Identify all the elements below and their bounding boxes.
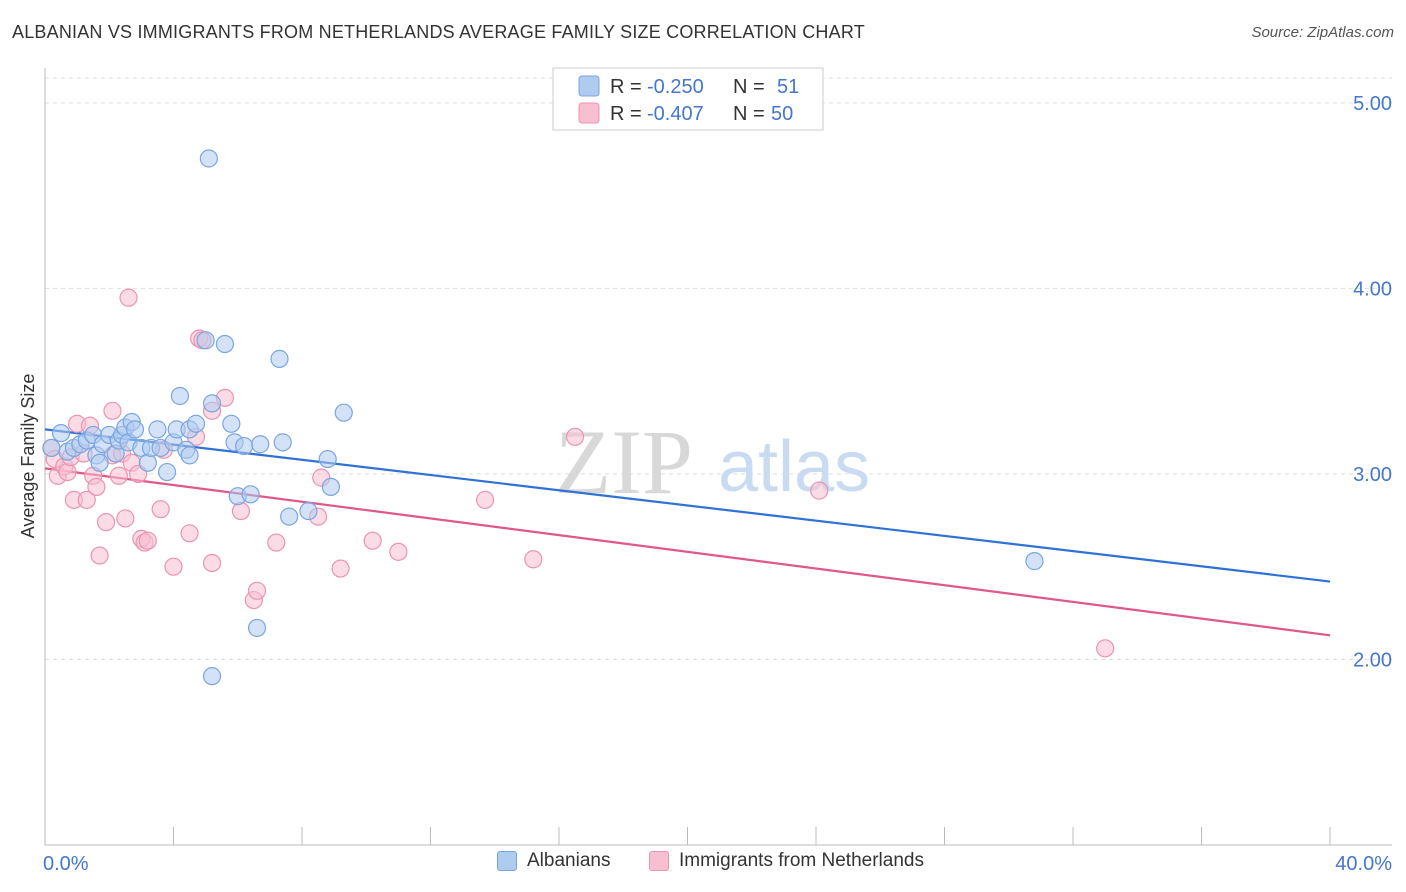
point-netherlands [138,531,157,550]
point-netherlands [90,546,109,565]
point-netherlands [810,481,829,500]
trendline-albanians [44,428,1331,583]
point-netherlands [247,581,267,600]
point-netherlands [96,513,116,532]
y-tick-label: 5.00 [1353,93,1392,115]
legend-r-value-2: -0.407 [647,103,704,125]
point-netherlands [103,401,122,420]
source-label: Source: ZipAtlas.com [1251,24,1394,41]
point-netherlands [231,501,251,521]
point-albanians [202,667,222,686]
data-points [42,149,1115,686]
albanians-swatch [497,851,517,871]
legend-swatch-netherlands [578,102,600,124]
point-netherlands [87,477,106,497]
point-netherlands [109,466,128,485]
watermark: ZIP atlas [555,411,870,513]
point-netherlands [119,288,138,307]
legend-n-value-1: 51 [777,76,799,98]
point-albanians [215,334,234,354]
legend-r-label-2: R = [610,103,642,125]
point-netherlands [151,500,170,519]
legend-item-albanians: Albanians [497,850,610,872]
point-albanians [334,403,353,422]
point-netherlands [202,553,222,573]
point-albanians [51,423,71,443]
x-tick-label-min: 0.0% [43,853,89,875]
point-netherlands [565,427,585,446]
axes [44,68,1392,846]
point-netherlands [524,550,543,569]
legend-n-label-1: N = [733,76,765,98]
gridlines [45,77,1392,660]
legend-n-value-2: 50 [771,103,793,125]
point-albanians [235,436,254,456]
point-albanians [170,386,190,406]
point-netherlands [116,509,135,528]
point-albanians [199,149,218,168]
tick-labels: 2.00 3.00 4.00 5.00 0.0% 40.0% [43,93,1392,875]
y-tick-label: 4.00 [1353,278,1392,300]
point-albanians [148,420,167,439]
point-albanians [42,438,61,458]
watermark-zip: ZIP [555,411,693,513]
point-albanians [321,477,341,497]
legend-r-value-1: -0.250 [647,76,704,98]
point-netherlands [1096,639,1115,658]
point-albanians [125,420,145,439]
point-albanians [280,507,299,526]
point-netherlands [363,531,382,550]
point-albanians [273,433,292,452]
point-netherlands [164,557,183,576]
y-tick-label: 2.00 [1353,649,1392,671]
point-netherlands [389,542,408,561]
point-netherlands [476,490,495,509]
point-albanians [222,414,241,433]
point-albanians [90,453,109,472]
correlation-legend: R = -0.250 N = 51 R = -0.407 N = 50 [552,67,824,131]
point-albanians [196,331,215,350]
chart-title: ALBANIAN VS IMMIGRANTS FROM NETHERLANDS … [12,22,865,42]
netherlands-label: Immigrants from Netherlands [679,850,924,871]
point-albanians [157,462,177,482]
legend-r-label-1: R = [610,76,642,98]
point-albanians [1025,552,1044,571]
albanians-label: Albanians [527,850,611,871]
point-netherlands [77,490,96,509]
point-albanians [202,394,222,413]
point-albanians [270,349,289,368]
legend-n-label-2: N = [733,103,765,125]
legend-item-netherlands: Immigrants from Netherlands [649,850,924,872]
netherlands-swatch [649,851,669,871]
point-netherlands [58,462,77,482]
point-netherlands [331,559,350,578]
point-albanians [180,446,199,465]
y-axis-label: Average Family Size [18,374,38,539]
point-albanians [186,414,206,433]
legend-swatch-albanians [578,75,600,97]
point-albanians [318,449,337,469]
point-albanians [299,501,318,521]
point-netherlands [267,533,286,552]
y-tick-label: 3.00 [1353,464,1392,486]
point-albanians [247,618,267,638]
point-netherlands [180,524,199,543]
watermark-atlas: atlas [718,427,870,507]
x-tick-label-max: 40.0% [1335,853,1392,875]
point-albanians [251,435,270,454]
series-legend: Albanians Immigrants from Netherlands [0,850,1406,878]
point-albanians [241,485,260,504]
point-albanians [138,453,157,472]
